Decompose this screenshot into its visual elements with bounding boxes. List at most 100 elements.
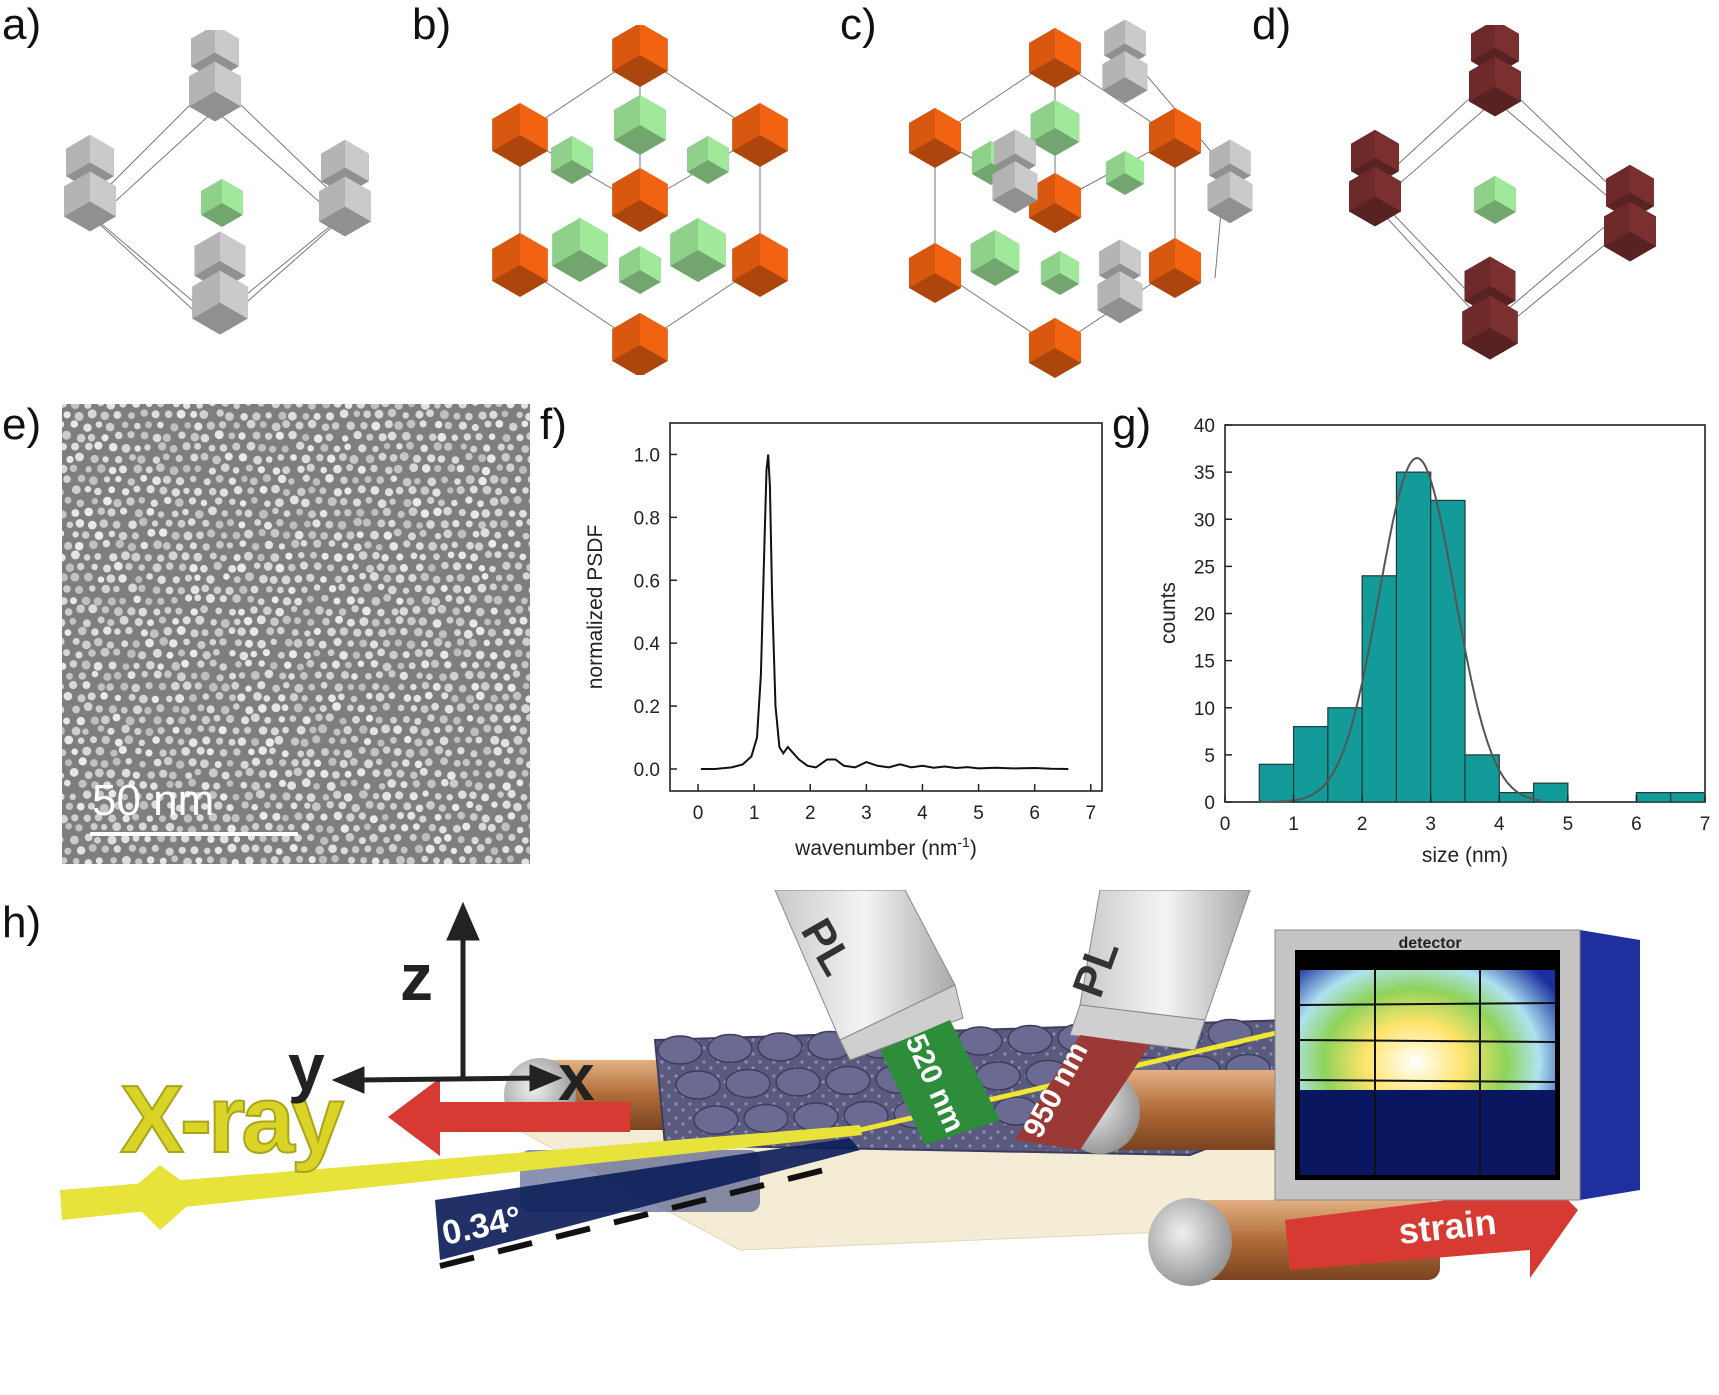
hist-xtick-label: 5	[1563, 814, 1574, 835]
panel-label-d: d)	[1252, 0, 1292, 49]
cell-c-green-3	[970, 230, 1020, 286]
axis-x-label: x	[558, 1040, 595, 1114]
tem-nanoparticle-pattern	[62, 404, 530, 864]
cell-c-orange-1	[909, 108, 961, 168]
cell-d-maroon-right-bottom	[1604, 201, 1656, 262]
cell-b-orange-5	[732, 233, 788, 297]
psdf-ytick-label: 0.4	[634, 634, 661, 655]
cell-d-particles	[1349, 25, 1656, 360]
hist-ytick-label: 35	[1194, 463, 1215, 484]
strain-arrow: strain	[1285, 1162, 1578, 1278]
cell-c-orange-5	[1149, 238, 1201, 298]
psdf-xtick-label: 1	[749, 803, 760, 824]
unit-cell-c	[909, 19, 1253, 378]
superlattice-particle	[657, 1035, 703, 1065]
hist-bar	[1327, 707, 1363, 803]
cell-d-green-center	[1474, 176, 1516, 224]
cell-c-orange-0	[1029, 28, 1081, 88]
cell-b-orange-3	[612, 168, 668, 232]
cell-d-maroon-bottom-top	[1464, 256, 1516, 316]
hist-ytick-label: 40	[1194, 416, 1215, 437]
hist-ytick-label: 0	[1204, 793, 1215, 814]
cell-c-orange-6	[1029, 318, 1081, 378]
psdf-ytick-label: 0.8	[634, 508, 660, 529]
hist-ylabel: counts	[1157, 582, 1180, 644]
detector-grid	[1299, 970, 1556, 1175]
superlattice-particle	[743, 1103, 789, 1134]
cell-a-gray-bottom-bottom	[192, 270, 248, 335]
hist-xlabel: size (nm)	[1422, 844, 1508, 867]
experiment-schematic: 0.34° X-ray strain z y x PL 520 nm PL 95…	[60, 890, 1640, 1286]
hist-xtick-label: 6	[1631, 814, 1642, 835]
hist-xtick-label: 3	[1425, 814, 1436, 835]
hist-bars	[1258, 471, 1706, 803]
hist-bar	[1292, 726, 1329, 803]
tem-image: 50 nm	[62, 404, 530, 864]
hist-xtick-label: 7	[1700, 814, 1711, 835]
psdf-ytick-label: 0.0	[634, 760, 660, 781]
cell-c-green-4	[1040, 251, 1080, 295]
psdf-xlabel-main: wavenumber (nm	[794, 837, 957, 860]
superlattice-particle	[757, 1032, 803, 1062]
hist-ytick-label: 15	[1194, 652, 1215, 673]
angle-dash	[729, 1182, 765, 1197]
hist-bar	[1464, 754, 1500, 803]
unit-cell-d	[1349, 25, 1656, 360]
hist-xtick-label: 4	[1494, 814, 1505, 835]
psdf-chart: 0 1 2 3 4 5 6 7 0.0 0.2 0.4 0.6 0.8 1.0 wavenumber (n…	[584, 422, 1103, 860]
cell-a-gray-bottom-top	[194, 231, 246, 291]
pl-probe-right: PL 950 nm	[1015, 890, 1251, 1150]
hist-ytick-label: 5	[1204, 746, 1215, 767]
xray-beam	[60, 1125, 862, 1220]
psdf-plot-frame	[669, 422, 1103, 792]
psdf-xlabel-tail: )	[970, 837, 977, 860]
hist-xtick-label: 0	[1220, 814, 1231, 835]
axis-z-label: z	[400, 940, 433, 1014]
psdf-ticks: 0 1 2 3 4 5 6 7 0.0 0.2 0.4 0.6 0.8 1.0	[634, 445, 1096, 824]
cell-c-particles	[909, 19, 1253, 378]
psdf-xtick-label: 4	[917, 803, 928, 824]
cell-d-maroon-bottom-bottom	[1462, 295, 1518, 360]
angle-dash	[613, 1211, 649, 1226]
cell-c-gray-right-bottom	[1207, 171, 1253, 224]
angle-dash	[671, 1196, 707, 1211]
psdf-line	[700, 454, 1069, 770]
psdf-xtick-label: 6	[1029, 803, 1040, 824]
psdf-xtick-label: 5	[973, 803, 984, 824]
cell-b-green-2	[687, 136, 729, 184]
cell-b-green-5	[619, 246, 661, 294]
hist-xtick-label: 2	[1357, 814, 1368, 835]
cell-b-orange-6	[612, 313, 668, 375]
panel-label-g: g)	[1112, 400, 1152, 449]
psdf-xtick-label: 3	[861, 803, 872, 824]
psdf-xtick-label: 7	[1085, 803, 1096, 824]
hist-ytick-label: 25	[1194, 557, 1215, 578]
hist-bar	[1532, 782, 1569, 803]
cell-d-maroon-left-top	[1351, 129, 1399, 186]
superlattice-particle	[775, 1067, 821, 1097]
coordinate-axes	[331, 901, 563, 1094]
cell-b-green-3	[552, 218, 608, 282]
psdf-ytick-label: 1.0	[634, 445, 660, 466]
pl-probe-left: PL 520 nm	[774, 890, 1000, 1145]
cell-b-green-1	[551, 136, 593, 184]
cell-b-particles	[492, 25, 788, 375]
cell-c-gray-bottom-bottom	[1097, 271, 1143, 324]
cell-a-gray-top-bottom	[189, 61, 241, 122]
psdf-xlabel-sup: -1	[957, 834, 970, 850]
cell-d-maroon-left-bottom	[1349, 166, 1401, 227]
cell-c-gray-top-top	[1104, 19, 1146, 68]
hist-bar	[1635, 791, 1672, 803]
superlattice-particle	[793, 1102, 839, 1132]
superlattice-particle	[693, 1105, 739, 1135]
angle-dash	[497, 1240, 533, 1255]
hist-gaussian-fit	[1259, 456, 1541, 803]
cell-c-green-0	[1030, 100, 1080, 156]
unit-cell-a	[64, 30, 371, 335]
panel-label-b: b)	[412, 0, 452, 49]
size-histogram: 0 1 2 3 4 5 6 7 0 5 10 15 20 25 30 35 40 size (nm) count…	[1157, 416, 1711, 867]
panel-label-c: c)	[840, 0, 877, 49]
xray-label: X-ray	[120, 1066, 344, 1173]
cell-a-particles	[64, 30, 371, 335]
hist-xtick-label: 1	[1288, 814, 1299, 835]
